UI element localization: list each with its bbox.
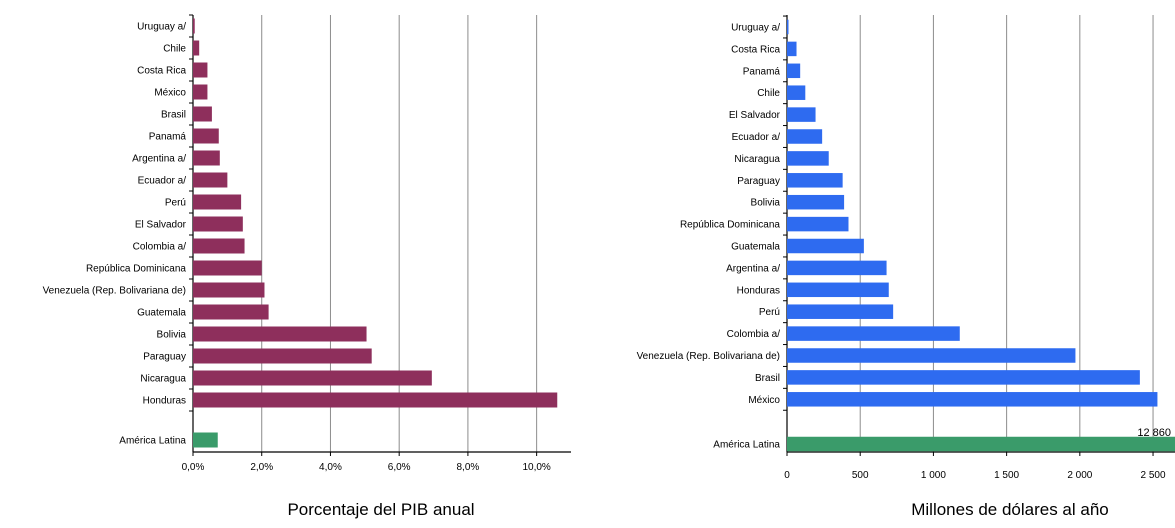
total-bar-1 bbox=[787, 436, 1175, 452]
category-label-1-6: Nicaragua bbox=[734, 154, 780, 165]
category-label-1-3: Chile bbox=[757, 88, 780, 99]
x-tick-label-0-3: 6,0% bbox=[388, 462, 411, 473]
category-label-1-15: Venezuela (Rep. Bolivariana de) bbox=[637, 351, 780, 362]
bar-0-14 bbox=[193, 326, 367, 342]
total-data-label-1: 12 860 bbox=[1137, 427, 1171, 439]
category-label-1-10: Guatemala bbox=[731, 242, 780, 253]
bar-1-4 bbox=[787, 107, 816, 122]
category-label-1-7: Paraguay bbox=[737, 176, 780, 187]
bar-0-12 bbox=[193, 282, 265, 298]
bar-1-8 bbox=[787, 194, 845, 210]
bar-0-9 bbox=[193, 216, 243, 232]
bar-0-3 bbox=[193, 84, 208, 100]
bar-0-0 bbox=[193, 18, 195, 34]
bar-1-0 bbox=[787, 19, 789, 35]
bar-0-16 bbox=[193, 370, 432, 386]
bar-1-14 bbox=[787, 326, 960, 341]
bar-0-17 bbox=[193, 392, 558, 408]
category-label-0-12: Venezuela (Rep. Bolivariana de) bbox=[43, 286, 186, 297]
total-bar-0 bbox=[193, 432, 218, 448]
category-label-0-7: Ecuador a/ bbox=[138, 176, 187, 187]
bar-0-15 bbox=[193, 348, 372, 364]
x-tick-label-1-4: 2 000 bbox=[1067, 470, 1092, 481]
bar-1-11 bbox=[787, 260, 887, 276]
x-tick-label-0-2: 4,0% bbox=[319, 462, 342, 473]
bar-1-7 bbox=[787, 173, 843, 188]
x-axis-title-0: Porcentaje del PIB anual bbox=[287, 500, 474, 519]
category-label-0-5: Panamá bbox=[149, 132, 187, 143]
bar-1-17 bbox=[787, 392, 1158, 407]
category-label-1-0: Uruguay a/ bbox=[731, 23, 780, 34]
bar-1-1 bbox=[787, 41, 797, 57]
total-category-label-1: América Latina bbox=[713, 440, 780, 451]
bar-1-15 bbox=[787, 348, 1076, 363]
bar-1-5 bbox=[787, 129, 823, 144]
x-axis-title-1: Millones de dólares al año bbox=[911, 500, 1109, 519]
category-label-0-13: Guatemala bbox=[137, 308, 186, 319]
category-label-0-10: Colombia a/ bbox=[133, 242, 187, 253]
category-label-1-8: Bolivia bbox=[751, 198, 781, 209]
bar-0-1 bbox=[193, 40, 200, 56]
category-label-0-17: Honduras bbox=[143, 396, 186, 407]
category-label-1-16: Brasil bbox=[755, 373, 780, 384]
x-tick-label-1-2: 1 000 bbox=[921, 470, 946, 481]
x-tick-label-1-0: 0 bbox=[784, 470, 790, 481]
category-label-1-5: Ecuador a/ bbox=[732, 132, 781, 143]
x-tick-label-0-4: 8,0% bbox=[457, 462, 480, 473]
bar-1-12 bbox=[787, 282, 889, 298]
category-label-0-16: Nicaragua bbox=[140, 374, 186, 385]
category-label-0-3: México bbox=[154, 88, 186, 99]
category-label-1-4: El Salvador bbox=[729, 110, 781, 121]
category-label-0-15: Paraguay bbox=[143, 352, 186, 363]
bar-1-3 bbox=[787, 85, 806, 100]
category-label-1-9: República Dominicana bbox=[680, 220, 780, 231]
x-tick-label-1-5: 2 500 bbox=[1141, 470, 1166, 481]
x-tick-label-1-1: 500 bbox=[852, 470, 869, 481]
category-label-1-17: México bbox=[748, 395, 780, 406]
category-label-0-4: Brasil bbox=[161, 110, 186, 121]
bar-0-4 bbox=[193, 106, 212, 122]
bar-0-13 bbox=[193, 304, 269, 320]
bar-0-5 bbox=[193, 128, 219, 144]
bar-1-16 bbox=[787, 370, 1140, 385]
category-label-0-14: Bolivia bbox=[157, 330, 187, 341]
category-label-0-6: Argentina a/ bbox=[132, 154, 186, 165]
category-label-0-8: Perú bbox=[165, 198, 186, 209]
bar-1-13 bbox=[787, 304, 894, 319]
x-tick-label-0-1: 2,0% bbox=[250, 462, 273, 473]
category-label-1-12: Honduras bbox=[737, 285, 780, 296]
category-label-1-11: Argentina a/ bbox=[726, 263, 780, 274]
category-label-0-0: Uruguay a/ bbox=[137, 22, 186, 33]
category-label-0-1: Chile bbox=[163, 44, 186, 55]
category-label-0-11: República Dominicana bbox=[86, 264, 186, 275]
bar-0-11 bbox=[193, 260, 262, 276]
category-label-1-2: Panamá bbox=[743, 66, 781, 77]
bar-0-2 bbox=[193, 62, 208, 78]
category-label-1-1: Costa Rica bbox=[731, 44, 780, 55]
bar-0-8 bbox=[193, 194, 242, 210]
total-category-label-0: América Latina bbox=[119, 436, 186, 447]
category-label-0-2: Costa Rica bbox=[137, 66, 186, 77]
bar-0-6 bbox=[193, 150, 220, 166]
category-label-0-9: El Salvador bbox=[135, 220, 187, 231]
category-label-1-13: Perú bbox=[759, 307, 780, 318]
bar-1-9 bbox=[787, 216, 849, 232]
bar-0-7 bbox=[193, 172, 228, 188]
x-tick-label-1-3: 1 500 bbox=[994, 470, 1019, 481]
bar-0-10 bbox=[193, 238, 245, 254]
bar-1-6 bbox=[787, 151, 829, 166]
bar-1-10 bbox=[787, 238, 864, 254]
x-tick-label-0-0: 0,0% bbox=[182, 462, 205, 473]
bar-1-2 bbox=[787, 63, 801, 79]
category-label-1-14: Colombia a/ bbox=[727, 329, 781, 340]
x-tick-label-0-5: 10,0% bbox=[522, 462, 550, 473]
